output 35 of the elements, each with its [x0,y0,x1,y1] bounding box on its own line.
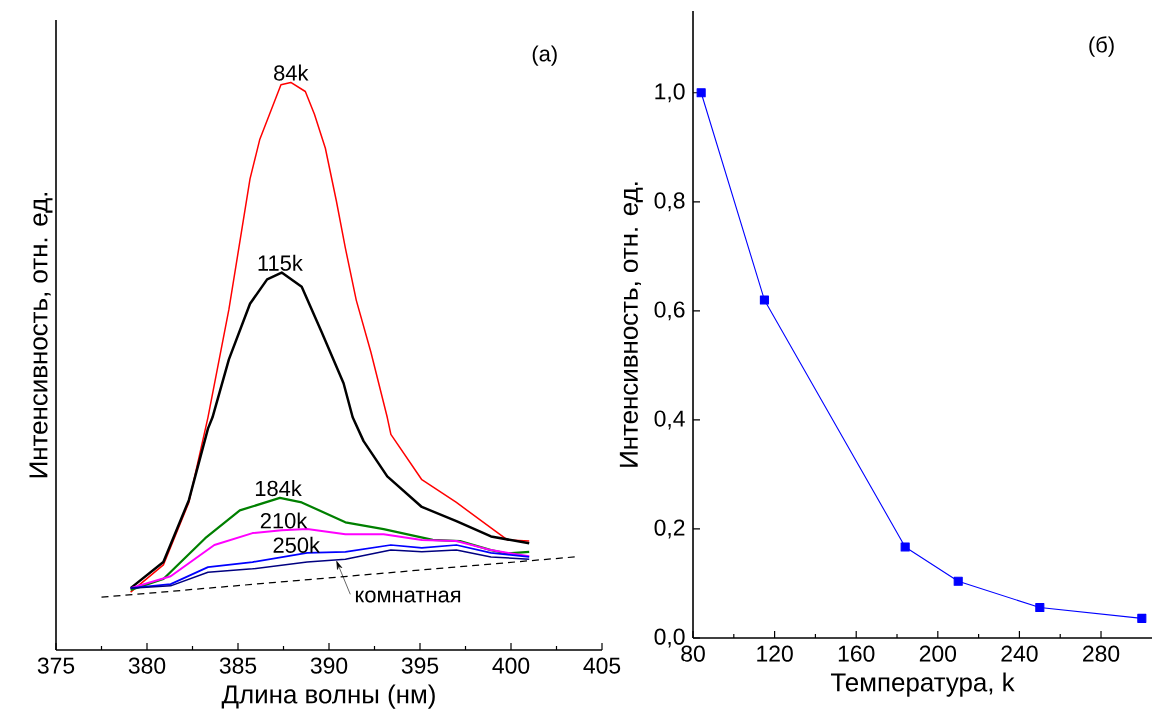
annotation: 250k [273,536,321,553]
annotation: 184k [255,480,302,497]
point [953,576,963,586]
y-tick-label: 0,6 [654,301,685,321]
x-tick-label: 280 [1083,645,1120,662]
y-tick-label: 1,0 [655,83,685,103]
x-tick-label: 400 [492,657,530,674]
annotation: 115k [258,254,303,271]
x-tick-label: 240 [1001,645,1038,662]
y-tick-label: 0,4 [654,410,685,430]
x-tick-label: 120 [757,645,793,662]
annotation: комнатная [355,590,461,603]
x-tick-label: 385 [219,657,257,674]
point [696,88,706,98]
annotation: 84k [274,64,309,81]
x-axis-title: Температура, k [830,672,1015,697]
x-tick-label: 375 [37,657,75,674]
x-tick-label: 395 [401,657,439,674]
point [1035,602,1045,613]
point [1137,613,1147,623]
point [900,542,910,552]
x-tick-label: 380 [128,657,166,674]
y-axis-title: Интенсивность, отн. ед. [29,193,53,478]
y-tick-label: 0,2 [654,519,685,539]
annotation: (б) [1089,36,1114,57]
point [759,295,769,305]
x-tick-label: 405 [583,657,621,674]
x-axis-title: Длина волны (нм) [221,684,435,709]
x-tick-label: 160 [838,645,875,662]
annotation: 210k [260,512,308,529]
x-tick-label: 390 [310,657,348,674]
y-tick-label: 0,8 [654,192,685,212]
y-axis-title: Интенсивность, отн. ед. [619,182,643,467]
x-tick-label: 200 [919,645,957,662]
text: (a) [532,45,557,66]
